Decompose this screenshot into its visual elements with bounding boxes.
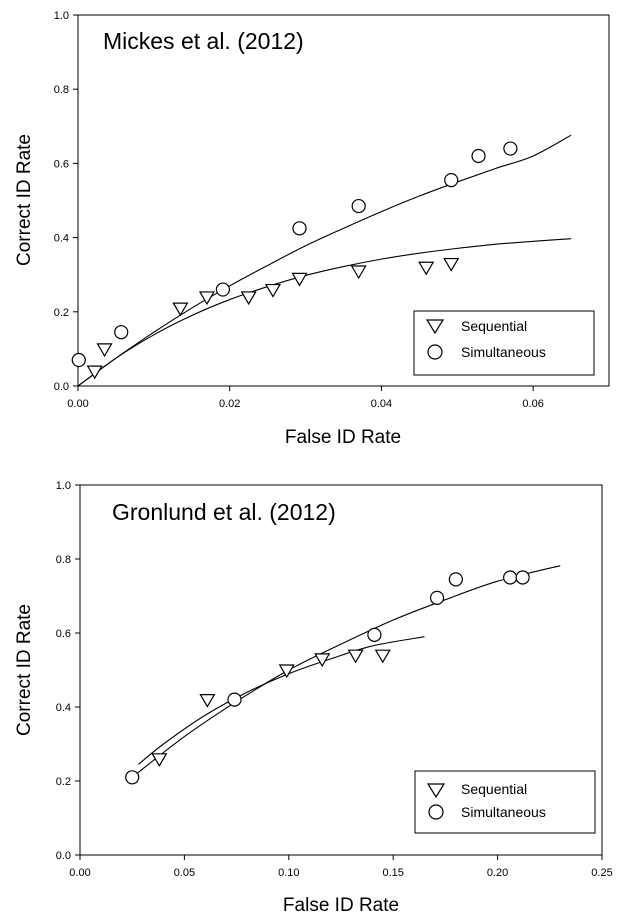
point-sequential [444, 259, 458, 271]
x-tick-label: 0.10 [278, 867, 299, 879]
y-tick-label: 0.8 [56, 554, 71, 566]
panel-title: Gronlund et al. (2012) [112, 499, 336, 525]
point-sequential [200, 695, 214, 707]
legend: Sequential Simultaneous [415, 771, 595, 833]
point-sequential [352, 266, 366, 278]
y-tick-label: 0.6 [56, 628, 71, 640]
x-tick-label: 0.00 [67, 398, 88, 410]
legend-label-sequential: Sequential [461, 318, 527, 334]
x-tick-label: 0.05 [174, 867, 195, 879]
point-sequential [173, 303, 187, 315]
x-tick-label: 0.02 [219, 398, 240, 410]
y-axis-title: Correct ID Rate [14, 134, 35, 266]
data-points [126, 571, 529, 784]
x-tick-label: 0.15 [382, 867, 403, 879]
y-tick-label: 0.4 [56, 702, 71, 714]
panel-title: Mickes et al. (2012) [103, 28, 304, 54]
y-tick-label: 0.8 [54, 84, 69, 96]
point-sequential [266, 285, 280, 297]
point-sequential [293, 273, 307, 285]
y-axis-title: Correct ID Rate [14, 604, 35, 736]
y-tick-label: 0.0 [56, 850, 71, 862]
y-tick-label: 0.2 [54, 307, 69, 319]
y-tick-label: 0.4 [54, 233, 69, 245]
point-simultaneous [368, 628, 381, 641]
point-simultaneous [445, 174, 458, 187]
legend-label-sequential: Sequential [461, 781, 527, 797]
point-simultaneous [352, 200, 365, 213]
x-tick-group: 0.00 0.05 0.10 0.15 0.20 0.25 [69, 855, 612, 879]
point-sequential [349, 650, 363, 662]
point-sequential [419, 262, 433, 274]
x-tick-label: 0.25 [591, 867, 612, 879]
point-simultaneous [504, 142, 517, 155]
chart-panel-gronlund: Gronlund et al. (2012) False ID Rate Cor… [14, 480, 613, 916]
point-simultaneous [293, 222, 306, 235]
point-simultaneous [504, 571, 517, 584]
x-axis-title: False ID Rate [285, 427, 401, 448]
point-simultaneous [72, 354, 85, 367]
point-simultaneous [472, 149, 485, 162]
x-tick-label: 0.04 [371, 398, 392, 410]
x-tick-label: 0.06 [522, 398, 543, 410]
fit-curves [132, 566, 560, 778]
point-simultaneous [449, 573, 462, 586]
point-simultaneous [516, 571, 529, 584]
point-sequential [98, 344, 112, 356]
point-sequential [88, 366, 102, 378]
x-tick-label: 0.20 [487, 867, 508, 879]
legend-label-simultaneous: Simultaneous [461, 344, 546, 360]
point-simultaneous [126, 771, 139, 784]
point-simultaneous [431, 591, 444, 604]
legend-label-simultaneous: Simultaneous [461, 804, 546, 820]
chart-panel-mickes: Mickes et al. (2012) False ID Rate Corre… [14, 10, 609, 448]
fit-curve-simultaneous [132, 566, 560, 778]
y-tick-label: 0.0 [54, 381, 69, 393]
point-sequential [376, 650, 390, 662]
point-simultaneous [216, 283, 229, 296]
legend: Sequential Simultaneous [414, 311, 594, 375]
y-tick-group: 0.0 0.2 0.4 0.6 0.8 1.0 [54, 10, 78, 393]
x-tick-group: 0.00 0.02 0.04 0.06 [67, 386, 544, 410]
point-sequential [242, 292, 256, 304]
y-tick-label: 1.0 [56, 480, 71, 492]
x-tick-label: 0.00 [69, 867, 90, 879]
point-simultaneous [115, 326, 128, 339]
y-tick-label: 0.2 [56, 776, 71, 788]
y-tick-group: 0.0 0.2 0.4 0.6 0.8 1.0 [56, 480, 80, 862]
y-tick-label: 1.0 [54, 10, 69, 22]
x-axis-title: False ID Rate [283, 895, 399, 916]
point-sequential [280, 665, 294, 677]
y-tick-label: 0.6 [54, 158, 69, 170]
point-simultaneous [228, 693, 241, 706]
